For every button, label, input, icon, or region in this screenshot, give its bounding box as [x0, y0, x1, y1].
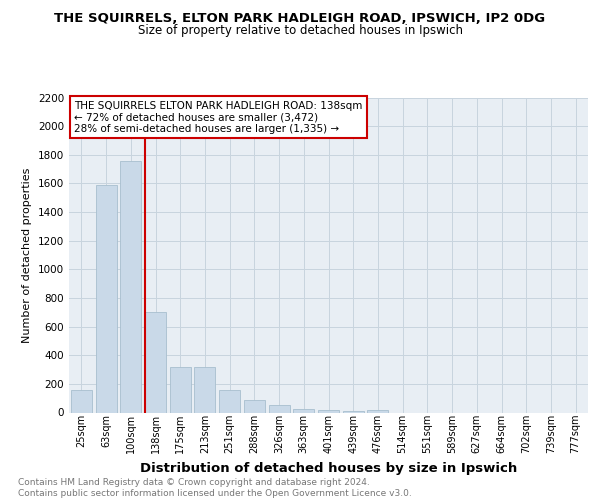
Bar — [244, 400, 265, 412]
Bar — [95, 185, 116, 412]
Bar — [145, 312, 166, 412]
Bar — [269, 406, 290, 412]
Bar — [293, 409, 314, 412]
Bar — [120, 160, 141, 412]
Bar — [219, 390, 240, 412]
Text: THE SQUIRRELS, ELTON PARK HADLEIGH ROAD, IPSWICH, IP2 0DG: THE SQUIRRELS, ELTON PARK HADLEIGH ROAD,… — [55, 12, 545, 26]
Bar — [170, 368, 191, 412]
Bar — [194, 368, 215, 412]
Bar — [343, 411, 364, 412]
Text: Contains HM Land Registry data © Crown copyright and database right 2024.
Contai: Contains HM Land Registry data © Crown c… — [18, 478, 412, 498]
X-axis label: Distribution of detached houses by size in Ipswich: Distribution of detached houses by size … — [140, 462, 517, 474]
Text: Size of property relative to detached houses in Ipswich: Size of property relative to detached ho… — [137, 24, 463, 37]
Bar — [318, 410, 339, 412]
Bar — [367, 410, 388, 412]
Bar — [71, 390, 92, 412]
Text: THE SQUIRRELS ELTON PARK HADLEIGH ROAD: 138sqm
← 72% of detached houses are smal: THE SQUIRRELS ELTON PARK HADLEIGH ROAD: … — [74, 100, 362, 134]
Y-axis label: Number of detached properties: Number of detached properties — [22, 168, 32, 342]
